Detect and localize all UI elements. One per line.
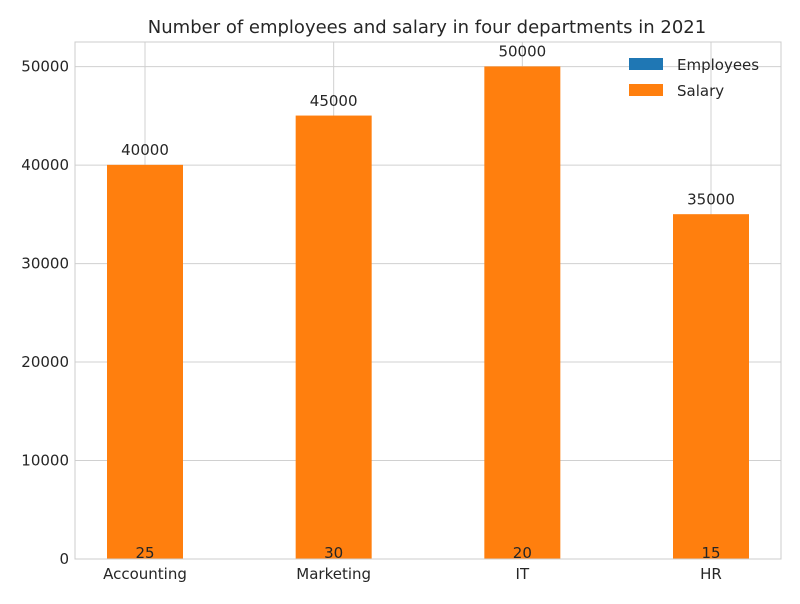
y-axis-ticks: 0 10000 20000 30000 40000 50000	[21, 58, 69, 568]
data-label-salary: 40000	[121, 141, 169, 159]
legend: Employees Salary	[629, 56, 759, 100]
y-tick-label: 20000	[21, 353, 69, 371]
data-labels: 25 30 20 15 40000 45000 50000 35000	[121, 43, 735, 562]
y-tick-label: 10000	[21, 452, 69, 470]
y-tick-label: 40000	[21, 156, 69, 174]
x-tick-label: HR	[700, 565, 722, 583]
y-tick-label: 0	[59, 550, 69, 568]
chart-title: Number of employees and salary in four d…	[148, 17, 706, 38]
data-label-employees: 20	[513, 544, 532, 562]
legend-swatch-employees	[629, 58, 663, 70]
bar-salary	[484, 66, 560, 558]
bar-salary	[673, 214, 749, 559]
data-label-salary: 45000	[310, 92, 358, 110]
data-label-salary: 50000	[498, 43, 546, 61]
data-label-employees: 30	[324, 544, 343, 562]
data-label-employees: 15	[701, 544, 720, 562]
data-label-employees: 25	[135, 544, 154, 562]
x-tick-label: Accounting	[103, 565, 187, 583]
legend-swatch-salary	[629, 84, 663, 96]
y-tick-label: 30000	[21, 255, 69, 273]
x-tick-label: Marketing	[296, 565, 371, 583]
legend-label-salary: Salary	[677, 82, 724, 100]
bar-salary	[296, 116, 372, 559]
bars	[107, 66, 749, 559]
bar-salary	[107, 165, 183, 559]
x-tick-label: IT	[516, 565, 530, 583]
x-axis-ticks: Accounting Marketing IT HR	[103, 565, 722, 583]
legend-label-employees: Employees	[677, 56, 759, 74]
y-tick-label: 50000	[21, 58, 69, 76]
data-label-salary: 35000	[687, 190, 735, 208]
